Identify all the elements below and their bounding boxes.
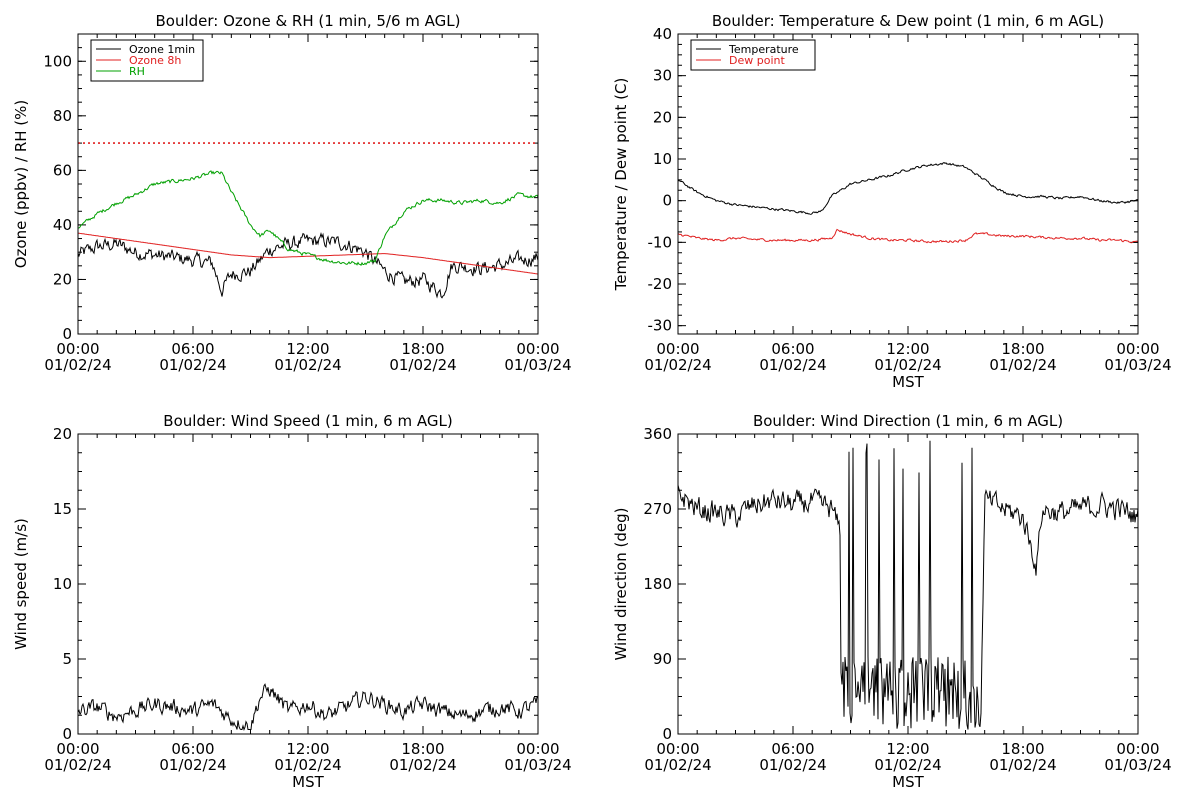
y-tick-label: -10 [648, 233, 673, 251]
x-tick-label-date: 01/02/24 [759, 356, 826, 374]
plot-frame [677, 433, 1139, 735]
y-tick-label: 0 [62, 725, 72, 743]
plot-frame [677, 33, 1139, 335]
legend-label: Temperature [728, 43, 799, 56]
chart-panel-4: Boulder: Wind Direction (1 min, 6 m AGL)… [612, 412, 1172, 791]
x-tick-label-time: 18:00 [1001, 740, 1044, 758]
x-tick-label-date: 01/02/24 [644, 356, 711, 374]
y-tick-label: 60 [53, 161, 72, 179]
series-line-ozone-8h [78, 232, 538, 275]
y-tick-label: 0 [662, 725, 672, 743]
x-tick-label-time: 12:00 [286, 340, 329, 358]
y-tick-label: -30 [648, 317, 673, 335]
x-tick-label-date: 01/02/24 [274, 356, 341, 374]
y-tick-label: 15 [53, 500, 72, 518]
x-tick-label-time: 06:00 [771, 340, 814, 358]
series-line [678, 440, 1138, 730]
chart-title: Boulder: Temperature & Dew point (1 min,… [712, 12, 1104, 30]
legend-label: Ozone 1min [129, 43, 195, 56]
x-tick-label-time: 00:00 [516, 740, 559, 758]
y-axis-label: Temperature / Dew point (C) [612, 78, 630, 292]
x-tick-label-date: 01/03/24 [1104, 356, 1171, 374]
x-tick-label-time: 00:00 [656, 740, 699, 758]
y-tick-label: 5 [62, 650, 72, 668]
x-tick-label-date: 01/02/24 [389, 356, 456, 374]
x-tick-label-date: 01/03/24 [504, 356, 571, 374]
x-tick-label-time: 00:00 [1116, 340, 1159, 358]
x-tick-label-date: 01/02/24 [989, 756, 1056, 774]
legend-label: Dew point [729, 54, 785, 67]
x-tick-label-date: 01/02/24 [159, 356, 226, 374]
x-tick-label-date: 01/03/24 [504, 756, 571, 774]
y-axis-label: Wind speed (m/s) [12, 518, 30, 650]
y-tick-label: 20 [53, 270, 72, 288]
y-tick-label: 40 [653, 25, 672, 43]
series-line-ozone-1min [78, 232, 538, 299]
y-tick-label: 80 [53, 107, 72, 125]
x-tick-label-time: 06:00 [771, 740, 814, 758]
x-tick-label-date: 01/02/24 [389, 756, 456, 774]
legend-box [690, 39, 816, 71]
x-tick-label-date: 01/02/24 [274, 756, 341, 774]
x-tick-label-date: 01/03/24 [1104, 756, 1171, 774]
chart-panel-1: Boulder: Ozone & RH (1 min, 5/6 m AGL) Oz… [12, 12, 572, 374]
chart-title: Boulder: Wind Speed (1 min, 6 m AGL) [163, 412, 452, 430]
x-axis-label: MST [892, 773, 924, 791]
x-tick-label-time: 12:00 [886, 340, 929, 358]
y-tick-label: 360 [643, 425, 672, 443]
y-tick-label: -20 [648, 275, 673, 293]
series-line-temperature [678, 162, 1138, 215]
y-tick-label: 270 [643, 500, 672, 518]
series-line-rh [78, 170, 538, 266]
x-tick-label-date: 01/02/24 [159, 756, 226, 774]
x-tick-label-date: 01/02/24 [874, 756, 941, 774]
y-axis-label: Wind direction (deg) [612, 508, 630, 661]
legend-label: RH [129, 65, 145, 78]
y-tick-label: 10 [53, 575, 72, 593]
chart-title: Boulder: Wind Direction (1 min, 6 m AGL) [753, 412, 1063, 430]
x-tick-label-date: 01/02/24 [44, 356, 111, 374]
chart-panel-2: Boulder: Temperature & Dew point (1 min,… [612, 12, 1172, 391]
y-tick-label: 30 [653, 67, 672, 85]
x-tick-label-time: 18:00 [401, 740, 444, 758]
x-tick-label-time: 12:00 [286, 740, 329, 758]
x-tick-label-time: 00:00 [656, 340, 699, 358]
x-tick-label-date: 01/02/24 [874, 356, 941, 374]
y-tick-label: 20 [653, 108, 672, 126]
plot-frame [77, 433, 539, 735]
x-tick-label-time: 00:00 [56, 340, 99, 358]
y-tick-label: 0 [662, 192, 672, 210]
y-tick-label: 10 [653, 150, 672, 168]
y-tick-label: 100 [43, 52, 72, 70]
y-tick-label: 0 [62, 325, 72, 343]
x-tick-label-time: 12:00 [886, 740, 929, 758]
x-axis-label: MST [892, 373, 924, 391]
x-tick-label-date: 01/02/24 [759, 756, 826, 774]
x-tick-label-date: 01/02/24 [44, 756, 111, 774]
x-tick-label-date: 01/02/24 [989, 356, 1056, 374]
series-line-dew-point [678, 228, 1138, 244]
x-tick-label-time: 18:00 [401, 340, 444, 358]
x-tick-label-time: 00:00 [1116, 740, 1159, 758]
x-axis-label: MST [292, 773, 324, 791]
y-tick-label: 180 [643, 575, 672, 593]
chart-panel-3: Boulder: Wind Speed (1 min, 6 m AGL) Wind… [12, 412, 572, 791]
chart-title: Boulder: Ozone & RH (1 min, 5/6 m AGL) [155, 12, 460, 30]
y-tick-label: 40 [53, 216, 72, 234]
y-tick-label: 20 [53, 425, 72, 443]
x-tick-label-time: 00:00 [56, 740, 99, 758]
y-tick-label: 90 [653, 650, 672, 668]
y-axis-label: Ozone (ppbv) / RH (%) [12, 100, 30, 269]
x-tick-label-time: 18:00 [1001, 340, 1044, 358]
x-tick-label-time: 00:00 [516, 340, 559, 358]
x-tick-label-time: 06:00 [171, 340, 214, 358]
legend-label: Ozone 8h [129, 54, 181, 67]
series-line [78, 683, 538, 732]
x-tick-label-date: 01/02/24 [644, 756, 711, 774]
plot-frame [77, 33, 539, 335]
x-tick-label-time: 06:00 [171, 740, 214, 758]
